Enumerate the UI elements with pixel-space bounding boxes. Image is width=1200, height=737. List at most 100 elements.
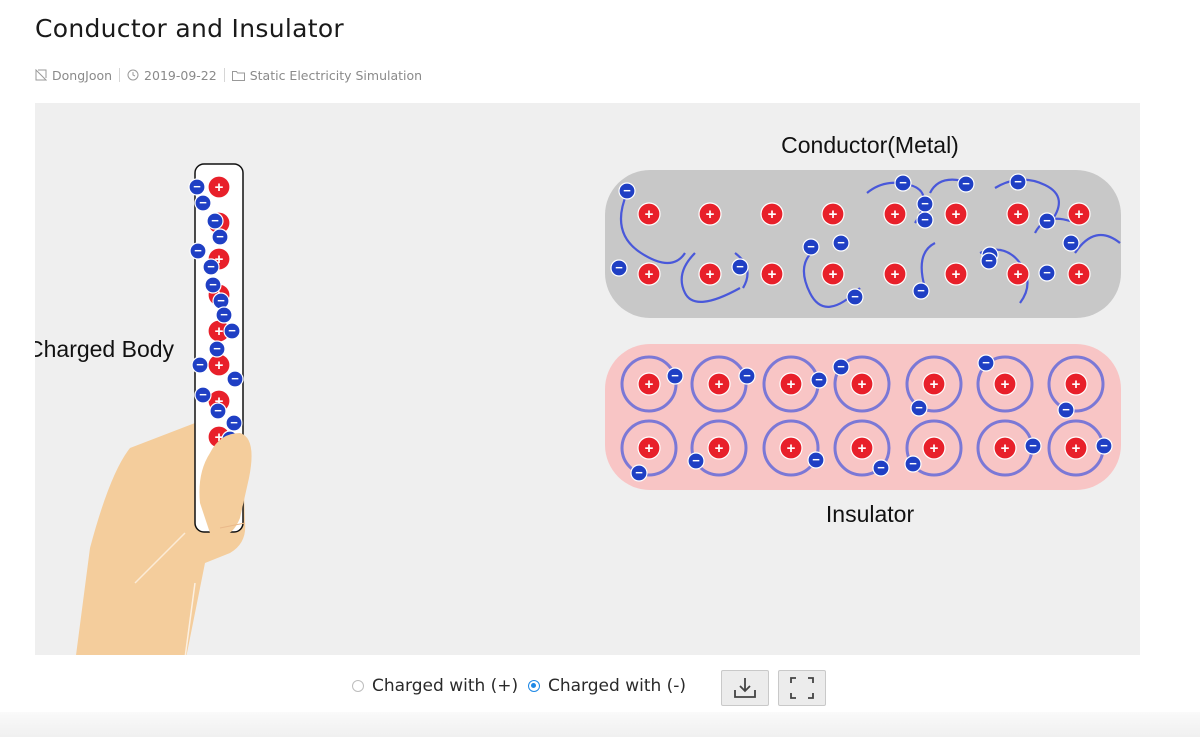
- insulator-block[interactable]: ++−−++−−++−−++−−++−−++−−++−−: [605, 344, 1121, 490]
- insulator-electron: −: [687, 452, 705, 470]
- svg-text:+: +: [1014, 206, 1023, 223]
- fullscreen-button[interactable]: [778, 670, 826, 706]
- author-name[interactable]: DongJoon: [52, 67, 113, 83]
- category-link[interactable]: Static Electricity Simulation: [249, 67, 423, 83]
- svg-text:−: −: [921, 212, 929, 227]
- insulator-electron: −: [904, 455, 922, 473]
- svg-text:+: +: [891, 206, 900, 223]
- conductor-proton: +: [698, 202, 722, 226]
- electron-trail: [680, 252, 741, 303]
- svg-text:+: +: [829, 266, 838, 283]
- charged-body-label: Charged Body: [35, 336, 175, 362]
- svg-text:−: −: [1043, 213, 1051, 228]
- electron-orbit: [976, 355, 1034, 413]
- svg-text:+: +: [645, 266, 654, 283]
- svg-text:−: −: [909, 456, 917, 471]
- conductor-proton: +: [821, 202, 845, 226]
- svg-text:−: −: [207, 259, 215, 274]
- author-meta[interactable]: DongJoon: [35, 68, 112, 83]
- svg-text:−: −: [230, 415, 238, 430]
- conductor-proton: +: [883, 202, 907, 226]
- svg-text:+: +: [930, 440, 939, 457]
- svg-text:−: −: [1043, 265, 1051, 280]
- insulator-proton: +: [993, 372, 1017, 396]
- conductor-electron: −: [802, 238, 820, 256]
- rod-electron: −: [226, 370, 244, 388]
- charge-positive-option[interactable]: Charged with (+): [352, 676, 518, 696]
- electron-orbit: [905, 355, 963, 413]
- conductor-proton: +: [821, 262, 845, 286]
- simulation-controls: Charged with (+) Charged with (-): [0, 668, 1200, 710]
- conductor-electron: −: [916, 211, 934, 229]
- svg-text:−: −: [899, 175, 907, 190]
- electron-trail: [1074, 233, 1121, 254]
- svg-text:−: −: [877, 460, 885, 475]
- conductor-proton: +: [1006, 262, 1030, 286]
- electron-orbit: [833, 355, 891, 413]
- thumb-illustration: [199, 433, 252, 536]
- svg-text:+: +: [930, 376, 939, 393]
- conductor-proton: +: [1067, 202, 1091, 226]
- svg-text:+: +: [1075, 266, 1084, 283]
- svg-text:−: −: [199, 195, 207, 210]
- svg-text:+: +: [1072, 440, 1081, 457]
- svg-text:+: +: [952, 266, 961, 283]
- download-button[interactable]: [721, 670, 769, 706]
- category-meta[interactable]: Static Electricity Simulation: [231, 67, 423, 83]
- user-icon: [35, 69, 47, 81]
- svg-text:−: −: [1100, 438, 1108, 453]
- svg-text:−: −: [982, 355, 990, 370]
- svg-text:+: +: [1001, 376, 1010, 393]
- insulator-electron: −: [738, 367, 756, 385]
- svg-text:−: −: [1062, 402, 1070, 417]
- insulator-proton: +: [1064, 436, 1088, 460]
- insulator-proton: +: [707, 372, 731, 396]
- svg-text:+: +: [715, 376, 724, 393]
- charge-negative-label[interactable]: Charged with (-): [548, 676, 687, 696]
- insulator-electron: −: [810, 371, 828, 389]
- svg-text:−: −: [812, 452, 820, 467]
- simulation-canvas[interactable]: +++++++++−−−−−−−−−−−−−−−−−− Charged Body…: [35, 103, 1140, 655]
- svg-text:−: −: [196, 357, 204, 372]
- conductor-block[interactable]: ++++++++++++++++−−−−−−−−−−−−−−−−−: [605, 170, 1121, 318]
- insulator-electron: −: [1057, 401, 1075, 419]
- svg-text:+: +: [787, 376, 796, 393]
- svg-text:+: +: [1072, 376, 1081, 393]
- conductor-electron: −: [957, 175, 975, 193]
- charge-positive-label[interactable]: Charged with (+): [372, 676, 519, 696]
- insulator-electron: −: [630, 464, 648, 482]
- svg-text:−: −: [807, 239, 815, 254]
- insulator-proton: +: [850, 436, 874, 460]
- rod-electron: −: [208, 340, 226, 358]
- svg-text:+: +: [1075, 206, 1084, 223]
- charge-negative-radio[interactable]: [528, 680, 540, 692]
- svg-text:−: −: [743, 368, 751, 383]
- conductor-electron: −: [1038, 212, 1056, 230]
- svg-text:−: −: [851, 289, 859, 304]
- insulator-proton: +: [850, 372, 874, 396]
- insulator-proton: +: [707, 436, 731, 460]
- svg-text:−: −: [231, 371, 239, 386]
- rod-proton: +: [207, 175, 231, 199]
- conductor-proton: +: [637, 202, 661, 226]
- svg-text:−: −: [209, 277, 217, 292]
- electron-trail: [619, 192, 686, 265]
- svg-text:+: +: [215, 429, 224, 446]
- insulator-electron: −: [1095, 437, 1113, 455]
- insulator-proton: +: [922, 436, 946, 460]
- conductor-electron: −: [980, 252, 998, 270]
- insulator-electron: −: [807, 451, 825, 469]
- svg-text:+: +: [768, 266, 777, 283]
- charge-negative-option[interactable]: Charged with (-): [528, 676, 686, 696]
- rod-electron: −: [189, 242, 207, 260]
- svg-text:+: +: [215, 251, 224, 268]
- svg-text:−: −: [985, 253, 993, 268]
- rod-electron: −: [206, 212, 224, 230]
- svg-text:−: −: [921, 196, 929, 211]
- insulator-proton: +: [637, 372, 661, 396]
- charge-positive-radio[interactable]: [352, 680, 364, 692]
- electron-orbit: [833, 419, 891, 477]
- conductor-proton: +: [1006, 202, 1030, 226]
- rod-electron: −: [215, 306, 233, 324]
- conductor-label: Conductor(Metal): [781, 132, 959, 158]
